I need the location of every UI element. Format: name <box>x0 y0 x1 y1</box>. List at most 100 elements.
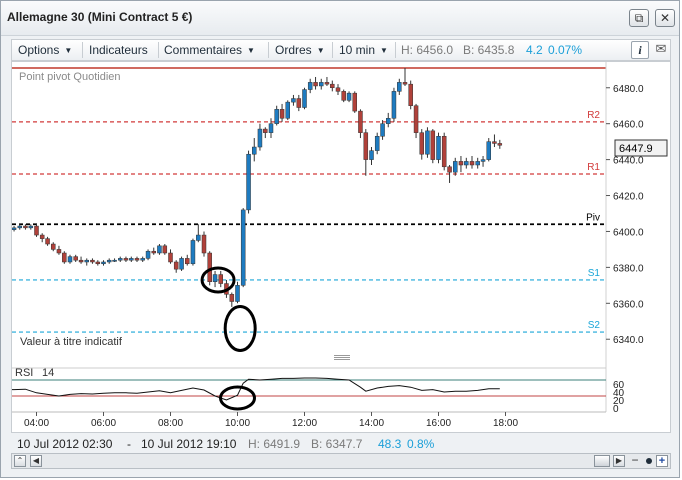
comments-label: Commentaires <box>164 43 243 57</box>
pane-splitter-handle[interactable] <box>334 355 350 360</box>
y-tick-label: 6420.0 <box>613 192 644 203</box>
x-tick-label: 16:00 <box>426 418 451 429</box>
zoom-reset-icon[interactable] <box>646 458 652 464</box>
candle-body <box>475 161 480 166</box>
rsi-tick-label: 40 <box>613 388 625 399</box>
title-bar[interactable]: Allemagne 30 (Mini Contract 5 €) ⧉ ✕ <box>1 1 679 36</box>
candle-body <box>101 261 106 265</box>
x-tick-label: 08:00 <box>158 418 183 429</box>
interval-label: 10 min <box>339 43 376 57</box>
candle-body <box>274 109 279 124</box>
scrollbar-thumb[interactable] <box>594 455 610 467</box>
range-dash: - <box>127 437 131 451</box>
rsi-period: 14 <box>42 367 54 379</box>
candle-body <box>363 132 369 160</box>
chart-area[interactable]: R2 R1 Piv S1 S2 6480.0 6460.0 6440.0 6420.0 6400… <box>11 61 671 433</box>
scroll-right-icon[interactable]: ▶ <box>613 455 625 467</box>
drawn-circle-support <box>200 266 236 294</box>
candle-body <box>285 101 290 119</box>
candle-body <box>307 82 313 90</box>
candle-body <box>39 234 45 239</box>
candle-body <box>118 258 123 261</box>
chevron-down-icon: ▼ <box>64 46 73 55</box>
y-tick-label: 6480.0 <box>613 84 644 95</box>
toolbar-divider <box>158 42 159 58</box>
orders-menu[interactable]: Ordres ▼ <box>275 43 325 57</box>
candle-body <box>51 243 56 250</box>
candle-body <box>179 258 184 270</box>
candle-body <box>397 82 402 92</box>
candle-body <box>229 294 235 302</box>
candle-body <box>162 245 168 254</box>
candle-body <box>391 91 397 119</box>
candle-body <box>173 261 179 270</box>
candle-body <box>207 252 212 282</box>
close-window-button[interactable]: ✕ <box>655 9 675 27</box>
candle-body <box>352 92 357 112</box>
candle-body <box>140 258 145 261</box>
candle-body <box>279 109 285 119</box>
candle-body <box>369 150 374 160</box>
rsi-tick-label: 60 <box>613 380 625 391</box>
candle-body <box>45 238 50 245</box>
candle-body <box>330 83 335 89</box>
candle-body <box>296 98 302 108</box>
x-tick-label: 18:00 <box>493 418 518 429</box>
y-tick-label: 6460.0 <box>613 120 644 131</box>
y-tick-label: 6380.0 <box>613 263 644 274</box>
candle-body <box>56 249 62 254</box>
options-menu[interactable]: Options ▼ <box>18 43 72 57</box>
interval-select[interactable]: 10 min ▼ <box>339 43 388 57</box>
candle-body <box>441 136 447 168</box>
time-scrollbar[interactable]: ⌃ ◀ ▶ − + <box>11 453 671 469</box>
candle-body <box>112 259 117 262</box>
info-icon[interactable]: i <box>631 41 649 59</box>
candle-body <box>341 91 346 101</box>
candle-body <box>240 209 246 286</box>
candle-body <box>78 259 84 263</box>
candle-body <box>129 258 134 261</box>
indicators-menu[interactable]: Indicateurs <box>89 43 148 57</box>
pivot-points-label: Point pivot Quotidien <box>19 71 121 83</box>
candle-body <box>408 83 413 106</box>
range-from: 10 Jul 2012 02:30 <box>17 437 113 451</box>
rsi-tick-label: 0 <box>613 404 619 415</box>
candle-body <box>90 259 95 263</box>
chevron-down-icon: ▼ <box>247 46 255 55</box>
orders-label: Ordres <box>275 43 312 57</box>
y-tick-label: 6440.0 <box>613 156 644 167</box>
candle-body <box>492 141 497 144</box>
candle-body <box>313 82 318 87</box>
mail-icon[interactable]: ✉ <box>655 41 667 56</box>
expand-up-icon[interactable]: ⌃ <box>14 455 26 467</box>
candle-body <box>425 130 430 155</box>
candle-body <box>67 256 73 263</box>
candle-body <box>145 250 151 259</box>
candle-body <box>134 258 140 261</box>
candle-body <box>218 274 223 284</box>
quote-high: H: 6456.0 <box>401 43 454 57</box>
zoom-out-icon[interactable]: − <box>631 453 639 467</box>
candle-body <box>430 130 436 160</box>
toolbar-divider <box>395 42 396 58</box>
candle-body <box>84 259 89 263</box>
toolbar-divider <box>268 42 269 58</box>
y-tick-label: 6360.0 <box>613 299 644 310</box>
candle-body <box>469 161 475 166</box>
restore-window-button[interactable]: ⧉ <box>629 9 649 27</box>
candle-body <box>151 250 156 254</box>
rsi-label: RSI <box>15 367 33 379</box>
candle-body <box>12 227 17 230</box>
zoom-in-icon[interactable]: + <box>656 455 668 467</box>
comments-menu[interactable]: Commentaires ▼ <box>164 43 255 57</box>
candle-body <box>23 225 28 229</box>
current-price-value: 6447.9 <box>619 143 653 155</box>
price-chart[interactable]: R2 R1 Piv S1 S2 6480.0 6460.0 6440.0 6420.0 6400… <box>12 62 670 432</box>
candle-body <box>497 143 503 146</box>
candle-body <box>486 141 491 160</box>
candle-body <box>324 82 330 85</box>
candle-body <box>190 240 196 265</box>
chart-toolbar: Options ▼ Indicateurs Commentaires ▼ Ordre… <box>11 39 671 61</box>
scroll-left-icon[interactable]: ◀ <box>30 455 42 467</box>
candle-body <box>447 166 452 173</box>
